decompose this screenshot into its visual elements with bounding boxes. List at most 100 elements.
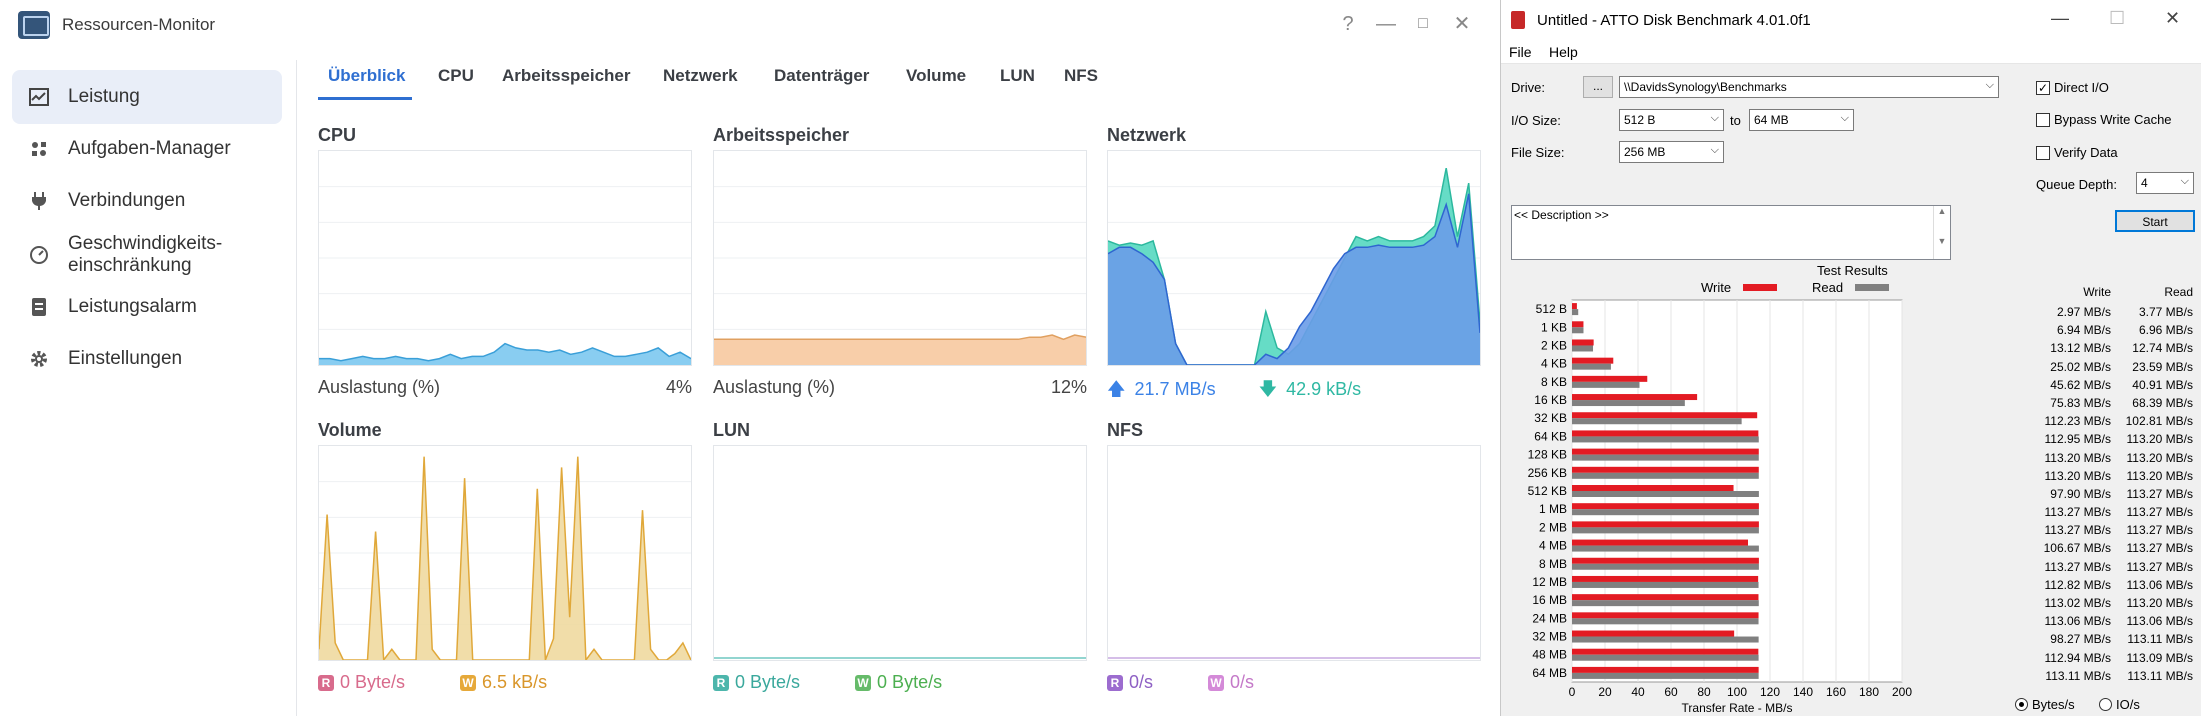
sidebar-item-einstellungen[interactable]: Einstellungen — [12, 332, 282, 386]
panel-title: Volume — [318, 420, 382, 440]
write-bar — [1572, 412, 1758, 419]
read-rate: 0/s — [1129, 672, 1154, 692]
usage-label: Auslastung (%) — [713, 377, 836, 397]
read-bar — [1572, 491, 1759, 497]
sidebar-item-leistungsalarm[interactable]: Leistungsalarm — [12, 280, 282, 334]
category-label: 2 MB — [1539, 520, 1567, 534]
category-label: 512 KB — [1528, 484, 1567, 498]
maximize-button[interactable]: ☐ — [2109, 8, 2126, 28]
tab-datentraeger[interactable]: Datenträger — [774, 66, 870, 85]
write-value: 113.27 MB/s — [2044, 559, 2111, 574]
tab-lun[interactable]: LUN — [1000, 66, 1035, 85]
sidebar-item-leistung[interactable]: Leistung — [12, 70, 282, 124]
read-value: 23.59 MB/s — [2132, 359, 2193, 374]
lun-panel[interactable]: LUN R 0 Byte/s W 0 Byte/s — [713, 420, 1087, 705]
description-scrollbar[interactable]: ▲ ▼ — [1933, 206, 1950, 259]
help-button[interactable]: ? — [1342, 13, 1354, 35]
read-bar — [1572, 509, 1759, 516]
io-size-from-select[interactable]: 512 B ⌵ — [1619, 109, 1724, 131]
read-value: 113.11 MB/s — [2127, 632, 2193, 647]
read-value: 113.20 MB/s — [2126, 596, 2193, 610]
volume-panel[interactable]: Volume R 0 Byte/s W 6.5 kB/s — [318, 420, 692, 705]
start-button[interactable]: Start — [2115, 210, 2195, 232]
sidebar-item-label: Aufgaben-Manager — [68, 138, 231, 159]
queue-depth-select[interactable]: 4 ⌵ — [2136, 172, 2194, 194]
write-value: 25.02 MB/s — [2050, 359, 2111, 374]
minimize-button[interactable]: — — [1376, 13, 1396, 35]
read-bar — [1572, 654, 1759, 661]
bytes-per-second-radio[interactable]: Bytes/s — [2015, 697, 2075, 712]
read-column-header: Read — [2164, 285, 2193, 299]
io-size-to-select[interactable]: 64 MB ⌵ — [1749, 109, 1854, 131]
sidebar-item-label: Verbindungen — [68, 190, 186, 211]
volume-chart — [318, 445, 692, 661]
drive-select[interactable]: \\DavidsSynology\Benchmarks ⌵ — [1619, 76, 1999, 98]
write-value: 97.90 MB/s — [2050, 486, 2111, 501]
category-label: 1 MB — [1539, 502, 1567, 516]
resource-monitor-logo-icon — [18, 11, 50, 39]
panel-title: NFS — [1107, 420, 1143, 440]
verify-data-checkbox[interactable]: Verify Data — [2036, 145, 2118, 160]
sidebar-item-geschwindigkeitseinschraenkung[interactable]: Geschwindigkeits-einschränkung — [12, 226, 282, 284]
category-label: 32 MB — [1532, 630, 1567, 644]
io-per-second-radio[interactable]: IO/s — [2099, 697, 2140, 712]
bypass-write-cache-label: Bypass Write Cache — [2054, 112, 2172, 127]
tab-ueberblick[interactable]: Überblick — [328, 66, 406, 85]
read-value: 113.27 MB/s — [2126, 523, 2193, 538]
category-label: 512 B — [1536, 302, 1567, 316]
menu-file[interactable]: File — [1509, 44, 1532, 60]
checkbox-empty-icon — [2036, 112, 2050, 127]
direct-io-checkbox[interactable]: ✓ Direct I/O — [2036, 80, 2109, 95]
x-tick-label: 160 — [1826, 685, 1846, 699]
tab-netzwerk[interactable]: Netzwerk — [663, 66, 738, 85]
read-value: 113.20 MB/s — [2126, 450, 2193, 465]
bypass-write-cache-checkbox[interactable]: Bypass Write Cache — [2036, 112, 2172, 127]
sidebar-item-aufgaben-manager[interactable]: Aufgaben-Manager — [12, 122, 282, 176]
tab-volume[interactable]: Volume — [906, 66, 967, 85]
read-bar — [1572, 436, 1759, 443]
maximize-button[interactable]: □ — [1418, 15, 1428, 32]
radio-empty-icon — [2099, 698, 2112, 711]
io-per-second-label: IO/s — [2116, 697, 2140, 712]
write-value: 113.06 MB/s — [2044, 614, 2111, 629]
chevron-down-icon: ⌵ — [1985, 79, 1994, 91]
network-panel[interactable]: Netzwerk 🡅 21.7 MB/s 🡇 42.9 kB/s — [1107, 125, 1481, 410]
memory-panel[interactable]: Arbeitsspeicher Auslastung (%) 12% — [713, 125, 1087, 410]
menu-help[interactable]: Help — [1549, 44, 1578, 60]
read-legend-label: Read — [1812, 280, 1844, 295]
write-bar — [1572, 466, 1759, 473]
write-value: 2.97 MB/s — [2056, 305, 2111, 319]
browse-drive-button[interactable]: ... — [1583, 76, 1613, 98]
close-button[interactable]: ✕ — [1453, 13, 1471, 35]
sidebar-item-verbindungen[interactable]: Verbindungen — [12, 174, 282, 228]
write-bar — [1572, 666, 1759, 673]
memory-usage-area — [714, 335, 1086, 365]
alarm-list-icon — [28, 296, 50, 318]
tab-cpu[interactable]: CPU — [438, 66, 474, 85]
cpu-panel[interactable]: CPU Auslastung (%) 4% — [318, 125, 692, 410]
sidebar: Leistung Aufgaben-Manager Verbindungen G… — [0, 60, 297, 716]
file-size-select[interactable]: 256 MB ⌵ — [1619, 141, 1724, 163]
tab-arbeitsspeicher[interactable]: Arbeitsspeicher — [502, 66, 631, 85]
description-textarea[interactable]: << Description >> ▲ ▼ — [1511, 205, 1951, 260]
tab-nfs[interactable]: NFS — [1064, 66, 1098, 85]
nfs-panel[interactable]: NFS R 0/s W 0/s — [1107, 420, 1481, 705]
checkbox-empty-icon — [2036, 145, 2050, 160]
read-values-column: 3.77 MB/s 6.96 MB/s 12.74 MB/s 23.59 MB/s 40… — [2111, 303, 2193, 685]
write-value: 112.23 MB/s — [2044, 414, 2111, 429]
read-badge: R — [1107, 675, 1123, 691]
x-tick-label: 140 — [1793, 685, 1813, 699]
read-value: 68.39 MB/s — [2132, 395, 2193, 410]
minimize-button[interactable]: — — [2051, 8, 2069, 28]
panel-footer: R 0 Byte/s W 0 Byte/s — [713, 672, 1087, 696]
close-button[interactable]: ✕ — [2165, 8, 2181, 28]
transfer-rate-chart: 0 20 40 60 80 100 120 140 160 180 200 Transfer Rate… — [1528, 299, 1912, 712]
file-size-value: 256 MB — [1624, 145, 1666, 159]
category-label: 32 KB — [1534, 411, 1567, 425]
category-label: 12 MB — [1532, 575, 1567, 589]
x-tick-label: 40 — [1631, 685, 1645, 699]
write-bar — [1572, 521, 1759, 528]
atto-app-icon — [1511, 11, 1525, 29]
write-value: 6.94 MB/s — [2056, 323, 2111, 338]
category-label: 8 KB — [1541, 375, 1567, 389]
